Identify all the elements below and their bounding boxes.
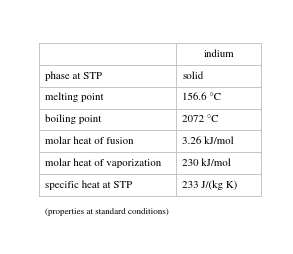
Text: molar heat of vaporization: molar heat of vaporization (45, 158, 161, 168)
Text: indium: indium (204, 49, 234, 59)
Text: 233 J/(kg K): 233 J/(kg K) (182, 180, 237, 190)
Text: 2072 °C: 2072 °C (182, 115, 219, 124)
Text: 156.6 °C: 156.6 °C (182, 93, 221, 102)
Text: (properties at standard conditions): (properties at standard conditions) (45, 208, 168, 216)
Text: boiling point: boiling point (45, 115, 101, 124)
Text: phase at STP: phase at STP (45, 71, 102, 81)
Text: 230 kJ/mol: 230 kJ/mol (182, 158, 231, 168)
Text: molar heat of fusion: molar heat of fusion (45, 136, 133, 146)
Text: solid: solid (182, 71, 203, 81)
Text: melting point: melting point (45, 93, 103, 102)
Text: 3.26 kJ/mol: 3.26 kJ/mol (182, 136, 234, 146)
Text: specific heat at STP: specific heat at STP (45, 180, 132, 190)
